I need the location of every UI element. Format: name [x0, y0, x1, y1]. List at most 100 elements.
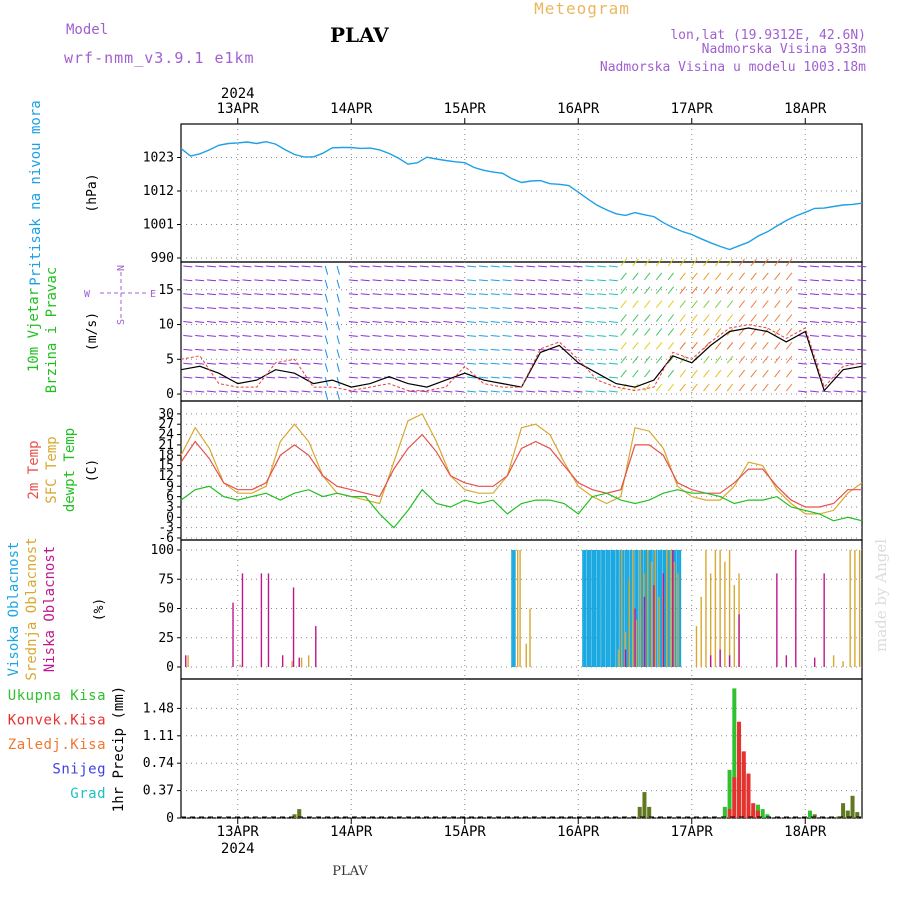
wind-barb: [774, 369, 781, 378]
product-title: Meteogram: [534, 0, 630, 18]
bar-cloud_mid: [858, 550, 861, 667]
axis-label: dewpt Temp: [62, 428, 78, 512]
wind-barb: [206, 293, 217, 296]
wind-barb: [821, 334, 831, 337]
wind-barb: [774, 355, 781, 364]
wind-barb: [478, 362, 488, 365]
y-tick-label: 5: [166, 352, 174, 367]
wind-barb: [419, 376, 429, 379]
bar-cloud_high: [593, 550, 595, 667]
wind-barb: [396, 362, 406, 365]
bar-cloud_high: [613, 550, 615, 667]
y-tick-label: -6: [158, 531, 174, 546]
bar-cloud_mid: [525, 643, 527, 667]
bar-cloud_high: [611, 550, 614, 667]
bar-cloud_low: [672, 550, 674, 667]
wind-barb: [597, 279, 607, 282]
y-tick-label: 50: [158, 602, 174, 617]
wind-barb: [750, 383, 757, 392]
wind-barb: [218, 265, 228, 268]
wind-barb: [372, 376, 382, 379]
wind-barb: [857, 334, 867, 337]
wind-barb: [277, 390, 287, 393]
wind-barb: [597, 362, 607, 365]
wind-barb: [798, 348, 808, 351]
wind-barb: [242, 293, 252, 296]
wind-barb: [407, 376, 418, 379]
wind-barb: [655, 286, 663, 295]
wind-barb: [230, 321, 240, 323]
wind-barb: [266, 307, 276, 310]
wind-barb: [798, 321, 808, 323]
wind-barb: [857, 279, 867, 282]
wind-barb: [691, 286, 698, 295]
y-tick-label: 15: [158, 459, 174, 474]
wind-barb: [396, 293, 406, 296]
wind-barb: [538, 376, 548, 379]
bar-cloud_mid: [673, 561, 675, 667]
wind-barb: [254, 362, 264, 365]
wind-barb: [301, 348, 311, 351]
wind-barb: [809, 293, 819, 296]
wind-barb: [396, 376, 406, 379]
wind-barb: [632, 286, 639, 295]
wind-barb: [526, 279, 536, 282]
wind-barb: [431, 348, 441, 351]
bar-cloud_high: [629, 550, 632, 667]
wind-barb: [715, 314, 722, 322]
bar-cloud_high: [622, 550, 625, 667]
bar-cloud_high: [648, 550, 650, 667]
wind-barb: [785, 328, 793, 336]
wind-barb: [206, 307, 217, 310]
bar-cloud_high: [603, 550, 606, 667]
wind-barb: [455, 334, 465, 337]
bar-cloud_mid: [700, 596, 702, 667]
panel-pressure: 990 1001 1012 1023 Pritisak na nivou mora (hP…: [28, 100, 863, 286]
wind-barb: [608, 390, 618, 393]
bar-cloud_mid: [300, 657, 303, 667]
wind-barb: [526, 293, 536, 296]
wind-barb: [597, 265, 607, 268]
wind-barb: [655, 258, 663, 267]
series-temp_sfc: [180, 413, 863, 515]
y-tick-label: 0: [166, 660, 174, 675]
wind-barb: [360, 265, 370, 268]
bar-cloud_low: [185, 655, 187, 667]
bar-precip_conv: [737, 721, 742, 818]
x-tick-label-top: 14APR: [330, 101, 373, 117]
wind-barb: [538, 293, 548, 296]
wind-barb: [644, 341, 651, 350]
bar-cloud_high: [615, 550, 617, 667]
bar-cloud_mid: [705, 550, 707, 667]
x-tick-label-top: 17APR: [671, 101, 714, 117]
bar-cloud_low: [643, 596, 646, 667]
wind-barb: [514, 265, 524, 268]
wind-barb: [360, 390, 370, 393]
wind-barb: [407, 307, 418, 310]
wind-barb: [833, 293, 843, 296]
wind-barb: [218, 362, 228, 365]
wind-barb: [738, 341, 746, 350]
wind-barb: [336, 293, 340, 303]
bar-cloud_mid: [519, 550, 521, 667]
wind-barb: [715, 258, 722, 267]
wind-barb: [467, 376, 477, 379]
wind-barb: [785, 314, 793, 322]
wind-barb: [277, 362, 287, 365]
wind-barb: [277, 265, 287, 268]
wind-barb: [372, 362, 382, 365]
y-tick-label: 0.74: [143, 756, 174, 771]
wind-barb: [195, 362, 205, 365]
wind-barb: [218, 307, 228, 310]
wind-barb: [289, 390, 299, 393]
wind-barb: [538, 334, 548, 337]
wind-barb: [443, 293, 453, 296]
wind-barb: [738, 286, 746, 295]
wind-barb: [336, 349, 340, 359]
wind-barb: [679, 341, 686, 350]
wind-barb: [821, 362, 831, 365]
wind-barb: [655, 355, 663, 364]
bar-cloud_high: [660, 550, 663, 667]
wind-barb: [467, 348, 477, 351]
wind-barb: [667, 369, 675, 378]
